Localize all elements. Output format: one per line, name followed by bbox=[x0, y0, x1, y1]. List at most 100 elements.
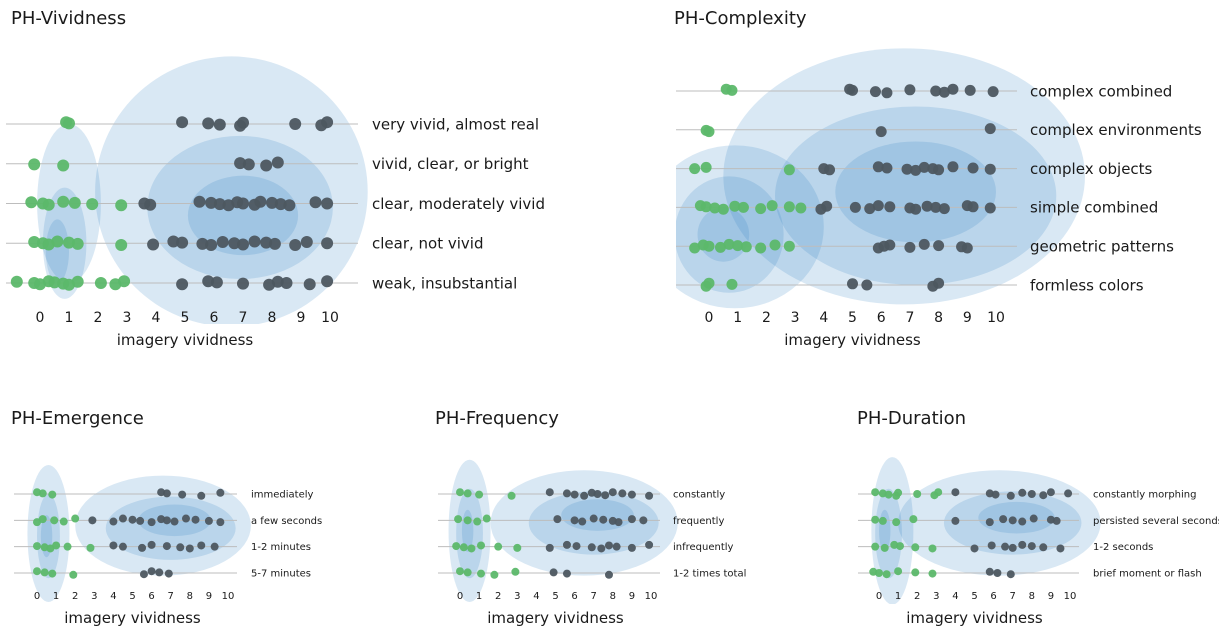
data-point bbox=[42, 198, 55, 211]
data-point bbox=[984, 202, 996, 214]
data-point bbox=[578, 517, 587, 526]
x-tick-label: 4 bbox=[110, 591, 116, 602]
category-label: complex environments bbox=[1030, 121, 1202, 139]
confidence-ellipse bbox=[875, 488, 902, 579]
data-point bbox=[726, 278, 738, 290]
data-point bbox=[861, 279, 873, 291]
confidence-ellipse bbox=[561, 499, 634, 531]
x-tick-label: 2 bbox=[72, 591, 78, 602]
data-point bbox=[933, 277, 945, 289]
x-tick-label: 9 bbox=[963, 310, 972, 326]
category-label: complex objects bbox=[1030, 160, 1153, 178]
category-label: formless colors bbox=[1030, 276, 1144, 294]
category-labels: immediately a few seconds 1-2 minutes 5-… bbox=[251, 490, 322, 580]
x-axis-label: imagery vividness bbox=[906, 609, 1043, 627]
data-point bbox=[467, 544, 476, 553]
category-label: constantly bbox=[673, 490, 725, 501]
data-point bbox=[181, 514, 190, 523]
x-tick-label: 7 bbox=[168, 591, 174, 602]
data-point bbox=[947, 83, 959, 95]
x-tick-label: 2 bbox=[495, 591, 501, 602]
data-point bbox=[456, 567, 464, 576]
data-point bbox=[33, 567, 41, 576]
data-point bbox=[545, 488, 554, 497]
chart-title: PH-Duration bbox=[857, 408, 966, 429]
confidence-ellipse bbox=[75, 475, 251, 576]
category-label: weak, insubstantial bbox=[372, 274, 517, 292]
x-tick-labels: 0 1 2 3 4 5 6 7 8 9 10 bbox=[457, 591, 658, 602]
data-point bbox=[612, 542, 621, 551]
x-tick-label: 0 bbox=[34, 591, 40, 602]
x-tick-label: 1 bbox=[733, 310, 742, 326]
data-point bbox=[894, 567, 903, 576]
category-label: simple combined bbox=[1030, 199, 1158, 217]
data-point bbox=[878, 240, 890, 252]
category-label: 1-2 minutes bbox=[251, 542, 311, 553]
x-tick-label: 0 bbox=[876, 591, 882, 602]
data-point bbox=[147, 540, 156, 549]
data-point bbox=[933, 164, 945, 176]
data-point bbox=[162, 489, 171, 498]
data-point bbox=[938, 203, 950, 215]
data-point bbox=[934, 488, 943, 497]
data-point bbox=[463, 568, 472, 577]
x-tick-label: 8 bbox=[1029, 591, 1035, 602]
data-point bbox=[456, 488, 464, 497]
category-label: clear, moderately vivid bbox=[372, 195, 545, 213]
data-point bbox=[1052, 516, 1061, 525]
data-point bbox=[38, 515, 47, 524]
confidence-ellipse bbox=[187, 175, 299, 256]
data-point bbox=[216, 518, 225, 527]
data-point bbox=[732, 240, 744, 252]
data-point bbox=[300, 236, 313, 249]
data-point bbox=[459, 543, 468, 552]
data-point bbox=[463, 516, 472, 525]
data-point bbox=[901, 163, 913, 175]
x-tick-label: 7 bbox=[1010, 591, 1016, 602]
data-point bbox=[59, 517, 68, 526]
data-point bbox=[289, 239, 302, 252]
data-point bbox=[216, 488, 225, 497]
data-point bbox=[1008, 543, 1017, 552]
x-tick-label: 9 bbox=[1048, 591, 1054, 602]
x-tick-label: 7 bbox=[905, 310, 914, 326]
data-point bbox=[490, 570, 499, 579]
data-point bbox=[1018, 488, 1027, 497]
data-point bbox=[115, 199, 128, 212]
data-point bbox=[210, 542, 219, 551]
data-point bbox=[494, 542, 503, 551]
data-point bbox=[63, 542, 72, 551]
x-tick-label: 5 bbox=[971, 591, 977, 602]
data-point bbox=[482, 514, 491, 523]
x-tick-label: 6 bbox=[210, 310, 219, 326]
data-point bbox=[86, 543, 95, 552]
data-point bbox=[984, 123, 996, 135]
data-point bbox=[783, 164, 795, 176]
panel-vividness: PH-Vividness very vivid, almost real viv… bbox=[6, 8, 545, 349]
category-label: 1-2 seconds bbox=[1093, 542, 1153, 553]
data-point bbox=[164, 569, 173, 578]
data-point bbox=[321, 237, 334, 250]
data-point bbox=[967, 162, 979, 174]
category-labels: complex combined complex environments co… bbox=[1030, 82, 1202, 294]
data-point bbox=[242, 158, 255, 171]
data-point bbox=[452, 542, 461, 551]
data-point bbox=[892, 518, 901, 527]
data-point bbox=[115, 239, 128, 252]
data-point bbox=[709, 202, 721, 214]
data-point bbox=[139, 570, 148, 579]
data-point bbox=[454, 515, 463, 524]
category-label: clear, not vivid bbox=[372, 235, 483, 253]
data-point bbox=[283, 199, 296, 212]
x-tick-label: 3 bbox=[123, 310, 132, 326]
category-label: a few seconds bbox=[251, 516, 322, 527]
data-point bbox=[964, 84, 976, 96]
x-tick-label: 4 bbox=[952, 591, 958, 602]
x-tick-label: 5 bbox=[552, 591, 558, 602]
data-point bbox=[473, 517, 482, 526]
data-point bbox=[57, 159, 70, 172]
data-point bbox=[847, 84, 858, 96]
data-point bbox=[910, 203, 922, 215]
data-point bbox=[783, 240, 795, 252]
